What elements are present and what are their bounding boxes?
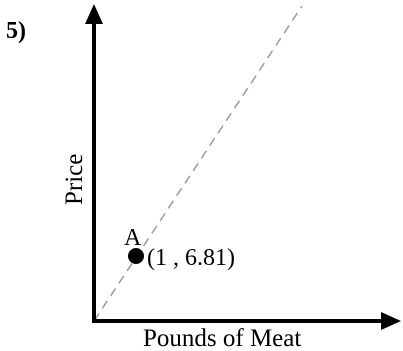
- point-a-coordinates: (1 , 6.81): [147, 245, 235, 271]
- y-axis-arrow: [85, 4, 103, 24]
- point-a-marker: [128, 248, 144, 264]
- point-a-label: A: [124, 225, 142, 251]
- problem-number: 5): [6, 18, 26, 44]
- x-axis-arrow: [381, 312, 401, 330]
- x-axis-label: Pounds of Meat: [143, 325, 301, 351]
- y-axis-label: Price: [61, 154, 88, 205]
- proportional-line: [93, 5, 303, 322]
